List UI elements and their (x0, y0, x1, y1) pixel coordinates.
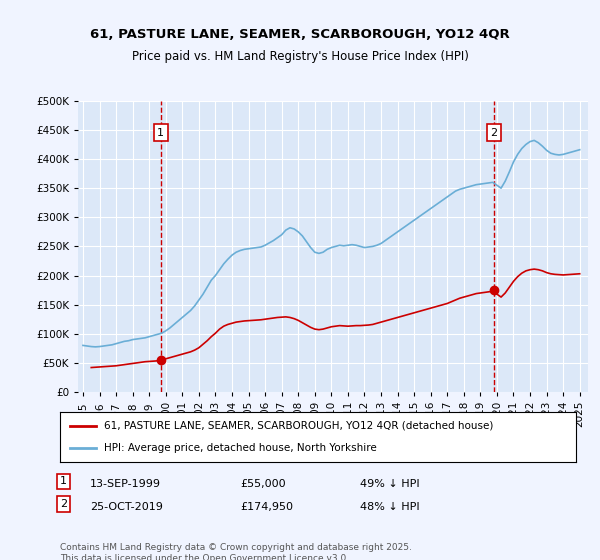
Text: 61, PASTURE LANE, SEAMER, SCARBOROUGH, YO12 4QR (detached house): 61, PASTURE LANE, SEAMER, SCARBOROUGH, Y… (104, 421, 493, 431)
Text: 49% ↓ HPI: 49% ↓ HPI (360, 479, 419, 489)
Text: 1: 1 (157, 128, 164, 138)
Text: 1: 1 (60, 477, 67, 487)
Text: Contains HM Land Registry data © Crown copyright and database right 2025.
This d: Contains HM Land Registry data © Crown c… (60, 543, 412, 560)
Text: £55,000: £55,000 (240, 479, 286, 489)
Text: £174,950: £174,950 (240, 502, 293, 512)
Text: Price paid vs. HM Land Registry's House Price Index (HPI): Price paid vs. HM Land Registry's House … (131, 50, 469, 63)
Text: 25-OCT-2019: 25-OCT-2019 (90, 502, 163, 512)
Text: 48% ↓ HPI: 48% ↓ HPI (360, 502, 419, 512)
Text: 61, PASTURE LANE, SEAMER, SCARBOROUGH, YO12 4QR: 61, PASTURE LANE, SEAMER, SCARBOROUGH, Y… (90, 28, 510, 41)
Text: 2: 2 (60, 499, 67, 509)
Text: 13-SEP-1999: 13-SEP-1999 (90, 479, 161, 489)
Text: HPI: Average price, detached house, North Yorkshire: HPI: Average price, detached house, Nort… (104, 443, 377, 453)
Text: 2: 2 (490, 128, 497, 138)
